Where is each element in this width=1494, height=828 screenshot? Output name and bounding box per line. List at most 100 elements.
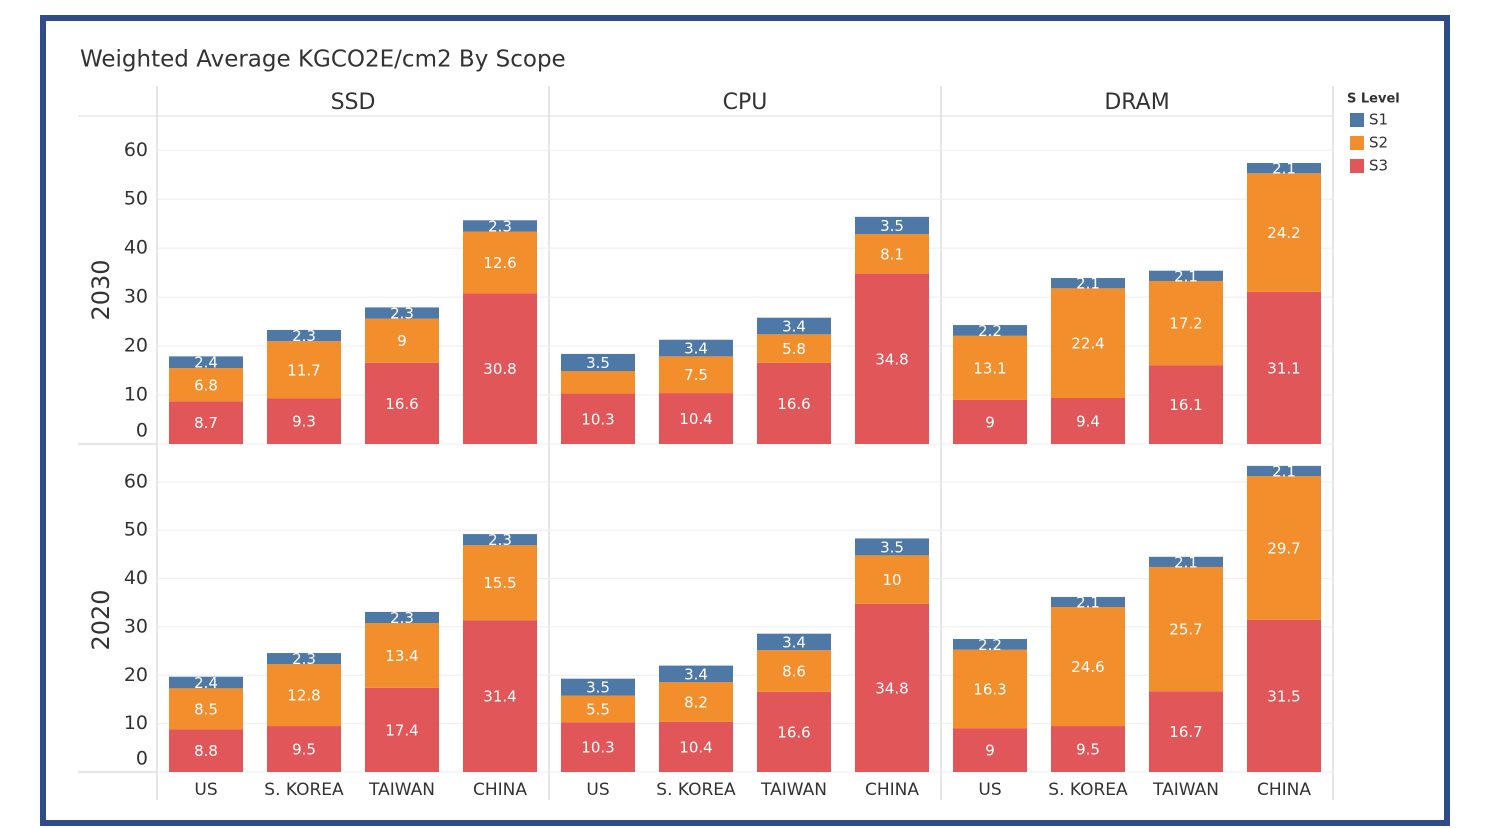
bar-segment — [267, 329, 341, 342]
bar-segment — [855, 555, 929, 604]
bar-segment — [757, 691, 831, 772]
bar-segment — [757, 650, 831, 692]
y-tick-label: 30 — [124, 286, 148, 308]
bar-segment — [463, 231, 537, 294]
legend-label: S3 — [1369, 157, 1388, 175]
value-label: 9 — [397, 332, 407, 350]
value-label: 3.4 — [684, 340, 708, 358]
value-label: 16.6 — [777, 723, 810, 741]
bar-segment — [463, 534, 537, 546]
value-label: 2.2 — [978, 322, 1002, 340]
value-label: 16.3 — [973, 681, 1006, 699]
value-label: 9.5 — [1076, 741, 1100, 759]
value-label: 3.5 — [880, 538, 904, 556]
x-tick-label: US — [586, 780, 609, 800]
value-label: 31.1 — [1267, 359, 1300, 377]
value-label: 2.3 — [390, 609, 414, 627]
value-label: 30.8 — [483, 360, 516, 378]
bar-segment — [267, 664, 341, 727]
y-tick-label: 60 — [124, 470, 148, 492]
bar-segment — [757, 317, 831, 335]
value-label: 8.7 — [194, 414, 218, 432]
column-header: SSD — [331, 90, 376, 115]
bar-segment — [1247, 465, 1321, 477]
bar-segment — [267, 398, 341, 444]
x-tick-label: TAIWAN — [760, 780, 827, 800]
value-label: 5.5 — [586, 700, 610, 718]
y-tick-label: 50 — [124, 519, 148, 541]
bar-segment — [953, 399, 1027, 444]
value-label: 3.4 — [684, 665, 708, 683]
value-label: 10 — [882, 571, 901, 589]
bar-segment — [365, 362, 439, 444]
value-label: 9.4 — [1076, 412, 1100, 430]
value-label: 17.2 — [1169, 315, 1202, 333]
y-tick-label: 10 — [124, 384, 148, 406]
bar-segment — [659, 665, 733, 683]
bar-segment — [1149, 566, 1223, 692]
x-tick-label: TAIWAN — [368, 780, 435, 800]
value-label: 8.2 — [684, 693, 708, 711]
value-label: 25.7 — [1169, 621, 1202, 639]
bar-segment — [659, 356, 733, 394]
x-tick-label: CHINA — [473, 780, 527, 800]
bar-segment — [561, 695, 635, 723]
value-label: 11.7 — [287, 361, 320, 379]
value-label: 3.4 — [782, 633, 806, 651]
bar-segment — [659, 339, 733, 357]
bar-segment — [561, 678, 635, 696]
bar-segment — [855, 273, 929, 444]
y-tick-label: 40 — [124, 237, 148, 259]
value-label: 34.8 — [875, 350, 908, 368]
bar-segment — [1247, 173, 1321, 292]
bar-segment — [1051, 288, 1125, 398]
value-label: 31.4 — [483, 688, 516, 706]
bar-segment — [855, 233, 929, 274]
bar-segment — [365, 687, 439, 772]
bar-segment — [953, 325, 1027, 336]
bar-segment — [1051, 726, 1125, 772]
bar-segment — [561, 371, 635, 394]
value-label: 10.4 — [679, 738, 712, 756]
value-label: 10.4 — [679, 410, 712, 428]
bar-segment — [169, 401, 243, 444]
bar-segment — [1149, 270, 1223, 281]
column-header: DRAM — [1104, 90, 1169, 115]
value-label: 9 — [985, 742, 995, 760]
value-label: 16.1 — [1169, 396, 1202, 414]
row-header: 2020 — [87, 589, 115, 650]
bar-segment — [1247, 619, 1321, 772]
y-tick-label: 20 — [124, 335, 148, 357]
value-label: 2.3 — [488, 217, 512, 235]
x-tick-label: S. KOREA — [656, 780, 736, 800]
y-tick-label: 0 — [136, 420, 148, 442]
row-header: 2030 — [87, 259, 115, 320]
frame — [40, 15, 1450, 826]
value-label: 8.6 — [782, 662, 806, 680]
value-label: 2.4 — [194, 674, 218, 692]
value-label: 13.4 — [385, 647, 418, 665]
value-label: 3.5 — [586, 679, 610, 697]
bar-segment — [365, 318, 439, 363]
value-label: 12.6 — [483, 254, 516, 272]
value-label: 3.5 — [586, 354, 610, 372]
bar-segment — [757, 362, 831, 444]
value-label: 24.2 — [1267, 224, 1300, 242]
bar-segment — [267, 653, 341, 665]
value-label: 24.6 — [1071, 658, 1104, 676]
chart-title: Weighted Average KGCO2E/cm2 By Scope — [80, 47, 566, 73]
x-tick-label: S. KOREA — [264, 780, 344, 800]
value-label: 16.6 — [777, 395, 810, 413]
value-label: 9.5 — [292, 741, 316, 759]
legend-swatch — [1350, 113, 1364, 127]
bar-segment — [757, 334, 831, 363]
bar-segment — [365, 307, 439, 319]
bar-segment — [953, 639, 1027, 650]
x-tick-label: TAIWAN — [1152, 780, 1219, 800]
x-tick-label: US — [978, 780, 1001, 800]
value-label: 16.6 — [385, 395, 418, 413]
y-tick-label: 50 — [124, 188, 148, 210]
bar-segment — [1051, 596, 1125, 608]
bar-segment — [1247, 291, 1321, 444]
